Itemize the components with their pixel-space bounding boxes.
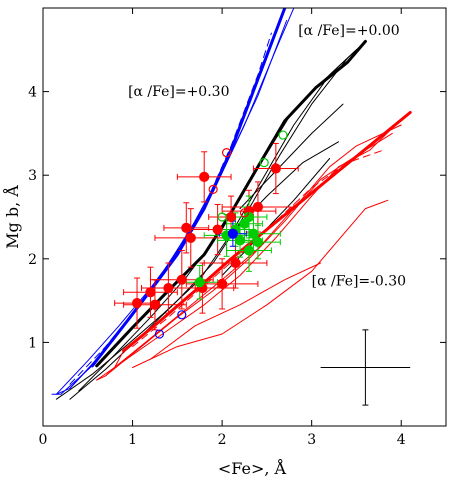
filled-point-1-3 [234,235,246,246]
model-line-alpha_-0.30-6 [150,262,322,360]
plot-frame [42,7,447,427]
model-line-alpha_+0.30-5 [51,358,98,395]
y-tick-label-0: 1 [28,335,37,351]
filled-point-0-15 [145,287,156,298]
open-point-4-2 [217,212,227,222]
x-tick-label-3: 3 [307,432,316,448]
filled-point-0-11 [230,257,241,269]
x-tick-label-4: 4 [397,432,406,448]
open-point-3-1 [208,184,218,195]
open-point-3-2 [239,208,250,218]
data-markers [131,130,288,339]
filled-point-0-9 [217,278,228,289]
axis-ticks: 0 1 2 3 4 1 2 3 4 [28,8,446,448]
y-tick-label-3: 4 [28,85,37,101]
filled-point-0-10 [225,211,237,223]
filled-point-1-8 [252,236,264,248]
y-tick-label-2: 3 [28,168,37,184]
filled-point-1-6 [248,228,259,239]
open-point-5-1 [177,310,187,320]
filled-point-0-6 [199,171,210,182]
open-point-4-1 [259,158,269,168]
y-axis-label: Mg b, Å [2,185,22,249]
filled-point-1-5 [243,245,255,256]
filled-point-0-4 [181,222,192,233]
x-tick-label-0: 0 [39,432,48,448]
model-line-alpha_-0.30-7 [96,350,125,381]
filled-point-2-0 [227,228,238,239]
annotations: [α /Fe]=+0.00 [α /Fe]=+0.30 [α /Fe]=-0.30 [128,23,406,290]
filled-point-0-3 [176,274,187,285]
filled-point-0-1 [149,299,161,310]
open-point-3-0 [221,148,232,158]
x-tick-label-2: 2 [218,432,227,448]
open-point-5-0 [154,329,165,339]
x-axis-label: <Fe>, Å [218,458,287,478]
filled-point-0-13 [252,201,264,213]
filled-point-0-2 [163,282,174,294]
y-tick-label-1: 2 [28,252,37,268]
filled-point-1-0 [194,277,205,288]
annotation-0: [α /Fe]=+0.00 [298,23,399,39]
filled-point-0-5 [185,232,196,243]
typical-error-cross [320,329,411,406]
model-line-alpha_-0.30-4 [132,149,384,348]
open-point-4-0 [278,130,288,140]
annotation-1: [α /Fe]=+0.30 [128,84,229,100]
annotation-2: [α /Fe]=-0.30 [312,274,406,290]
filled-point-0-0 [131,298,143,309]
model-line-alpha_+0.30-4 [69,32,272,385]
filled-point-0-8 [212,224,223,235]
model-line-alpha_-0.30-5 [132,199,389,368]
x-tick-label-1: 1 [128,432,137,448]
filled-point-0-14 [270,163,281,174]
